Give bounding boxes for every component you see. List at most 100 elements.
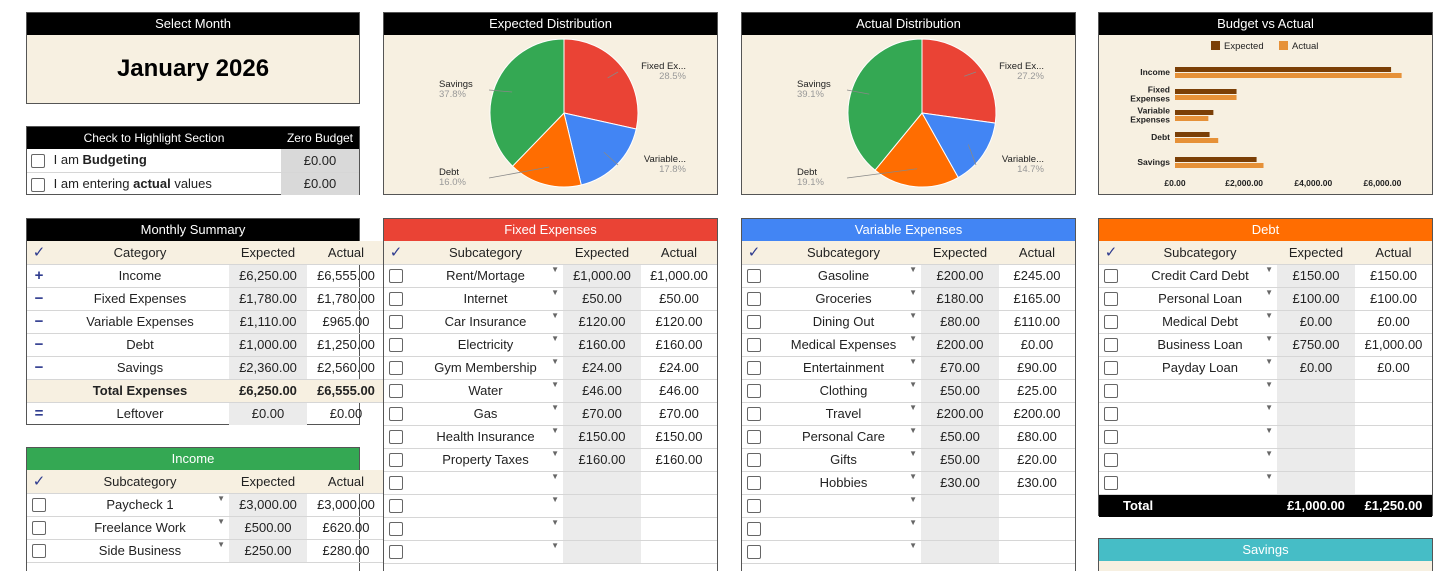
debt-expected[interactable]: £750.00 <box>1277 333 1355 357</box>
debt-expected[interactable] <box>1277 402 1355 426</box>
dropdown-arrow-icon[interactable]: ▼ <box>551 448 559 458</box>
row-checkbox[interactable] <box>389 269 403 284</box>
debt-expected[interactable]: £0.00 <box>1277 310 1355 334</box>
fixed-expected[interactable]: £1,000.00 <box>563 264 641 288</box>
fixed-actual[interactable]: £70.00 <box>641 402 717 426</box>
row-checkbox[interactable] <box>747 338 761 353</box>
variable-subcategory[interactable]: Groceries ▼ <box>766 287 921 311</box>
variable-subcategory[interactable]: ▼ <box>766 517 921 541</box>
variable-expected[interactable]: £200.00 <box>921 333 999 357</box>
debt-subcategory[interactable]: ▼ <box>1123 448 1277 472</box>
variable-actual[interactable] <box>999 494 1075 518</box>
income-subcategory[interactable]: Freelance Work ▼ <box>51 516 229 540</box>
variable-subcategory[interactable]: Entertainment ▼ <box>766 356 921 380</box>
fixed-expected[interactable]: £120.00 <box>563 310 641 334</box>
fixed-expected[interactable]: £160.00 <box>563 333 641 357</box>
fixed-expected[interactable]: £24.00 <box>563 356 641 380</box>
variable-expected[interactable]: £80.00 <box>921 310 999 334</box>
debt-expected[interactable]: £100.00 <box>1277 287 1355 311</box>
variable-expected[interactable] <box>921 517 999 541</box>
fixed-expected[interactable] <box>563 540 641 564</box>
dropdown-arrow-icon[interactable]: ▼ <box>909 425 917 435</box>
debt-actual[interactable] <box>1355 471 1432 495</box>
row-checkbox[interactable] <box>1104 361 1118 376</box>
dropdown-arrow-icon[interactable]: ▼ <box>551 540 559 550</box>
variable-expected[interactable]: £200.00 <box>921 264 999 288</box>
row-checkbox[interactable] <box>389 292 403 307</box>
fixed-actual[interactable]: £24.00 <box>641 356 717 380</box>
debt-subcategory[interactable]: Personal Loan ▼ <box>1123 287 1277 311</box>
dropdown-arrow-icon[interactable]: ▼ <box>217 539 225 549</box>
variable-actual[interactable]: £25.00 <box>999 379 1075 403</box>
fixed-subcategory[interactable]: Rent/Mortage ▼ <box>408 264 563 288</box>
debt-actual[interactable] <box>1355 425 1432 449</box>
income-actual[interactable]: £280.00 <box>307 539 385 563</box>
dropdown-arrow-icon[interactable]: ▼ <box>1265 310 1273 320</box>
variable-expected[interactable]: £50.00 <box>921 425 999 449</box>
variable-subcategory[interactable]: ▼ <box>766 494 921 518</box>
row-checkbox[interactable] <box>747 361 761 376</box>
income-subcategory[interactable]: Side Business ▼ <box>51 539 229 563</box>
fixed-actual[interactable]: £160.00 <box>641 333 717 357</box>
variable-subcategory[interactable]: Medical Expenses ▼ <box>766 333 921 357</box>
row-checkbox[interactable] <box>747 315 761 330</box>
row-checkbox[interactable] <box>747 407 761 422</box>
dropdown-arrow-icon[interactable]: ▼ <box>551 379 559 389</box>
row-checkbox[interactable] <box>389 361 403 376</box>
dropdown-arrow-icon[interactable]: ▼ <box>1265 402 1273 412</box>
variable-actual[interactable]: £165.00 <box>999 287 1075 311</box>
debt-expected[interactable]: £0.00 <box>1277 356 1355 380</box>
fixed-subcategory[interactable]: ▼ <box>408 540 563 564</box>
dropdown-arrow-icon[interactable]: ▼ <box>1265 471 1273 481</box>
row-checkbox[interactable] <box>389 315 403 330</box>
variable-subcategory[interactable]: Personal Care ▼ <box>766 425 921 449</box>
dropdown-arrow-icon[interactable]: ▼ <box>1265 333 1273 343</box>
budgeting-toggle-row[interactable]: I am Budgeting <box>27 149 281 173</box>
income-subcategory[interactable]: Paycheck 1 ▼ <box>51 493 229 517</box>
dropdown-arrow-icon[interactable]: ▼ <box>909 540 917 550</box>
dropdown-arrow-icon[interactable]: ▼ <box>551 287 559 297</box>
row-checkbox[interactable] <box>747 545 761 560</box>
dropdown-arrow-icon[interactable]: ▼ <box>909 379 917 389</box>
dropdown-arrow-icon[interactable]: ▼ <box>909 402 917 412</box>
debt-subcategory[interactable]: ▼ <box>1123 425 1277 449</box>
variable-subcategory[interactable]: ▼ <box>766 540 921 564</box>
row-checkbox[interactable] <box>1104 338 1118 353</box>
variable-subcategory[interactable]: Gifts ▼ <box>766 448 921 472</box>
dropdown-arrow-icon[interactable]: ▼ <box>909 494 917 504</box>
variable-actual[interactable]: £20.00 <box>999 448 1075 472</box>
fixed-expected[interactable] <box>563 494 641 518</box>
debt-actual[interactable]: £150.00 <box>1355 264 1432 288</box>
fixed-subcategory[interactable]: Water ▼ <box>408 379 563 403</box>
variable-expected[interactable] <box>921 540 999 564</box>
debt-actual[interactable] <box>1355 448 1432 472</box>
row-checkbox[interactable] <box>389 499 403 514</box>
variable-subcategory[interactable]: Travel ▼ <box>766 402 921 426</box>
row-checkbox[interactable] <box>747 430 761 445</box>
variable-expected[interactable]: £50.00 <box>921 379 999 403</box>
debt-actual[interactable]: £0.00 <box>1355 310 1432 334</box>
row-checkbox[interactable] <box>1104 407 1118 422</box>
dropdown-arrow-icon[interactable]: ▼ <box>551 333 559 343</box>
dropdown-arrow-icon[interactable]: ▼ <box>1265 425 1273 435</box>
variable-actual[interactable]: £245.00 <box>999 264 1075 288</box>
variable-actual[interactable]: £30.00 <box>999 471 1075 495</box>
debt-expected[interactable] <box>1277 471 1355 495</box>
dropdown-arrow-icon[interactable]: ▼ <box>909 448 917 458</box>
debt-subcategory[interactable]: Business Loan ▼ <box>1123 333 1277 357</box>
fixed-subcategory[interactable]: Internet ▼ <box>408 287 563 311</box>
debt-actual[interactable] <box>1355 402 1432 426</box>
row-checkbox[interactable] <box>389 453 403 468</box>
income-expected[interactable]: £500.00 <box>229 516 307 540</box>
dropdown-arrow-icon[interactable]: ▼ <box>909 356 917 366</box>
row-checkbox[interactable] <box>747 476 761 491</box>
variable-actual[interactable]: £90.00 <box>999 356 1075 380</box>
income-expected[interactable]: £250.00 <box>229 539 307 563</box>
variable-actual[interactable]: £0.00 <box>999 333 1075 357</box>
variable-subcategory[interactable]: Clothing ▼ <box>766 379 921 403</box>
variable-expected[interactable]: £70.00 <box>921 356 999 380</box>
debt-expected[interactable] <box>1277 425 1355 449</box>
row-checkbox[interactable] <box>1104 453 1118 468</box>
variable-expected[interactable]: £180.00 <box>921 287 999 311</box>
dropdown-arrow-icon[interactable]: ▼ <box>1265 287 1273 297</box>
